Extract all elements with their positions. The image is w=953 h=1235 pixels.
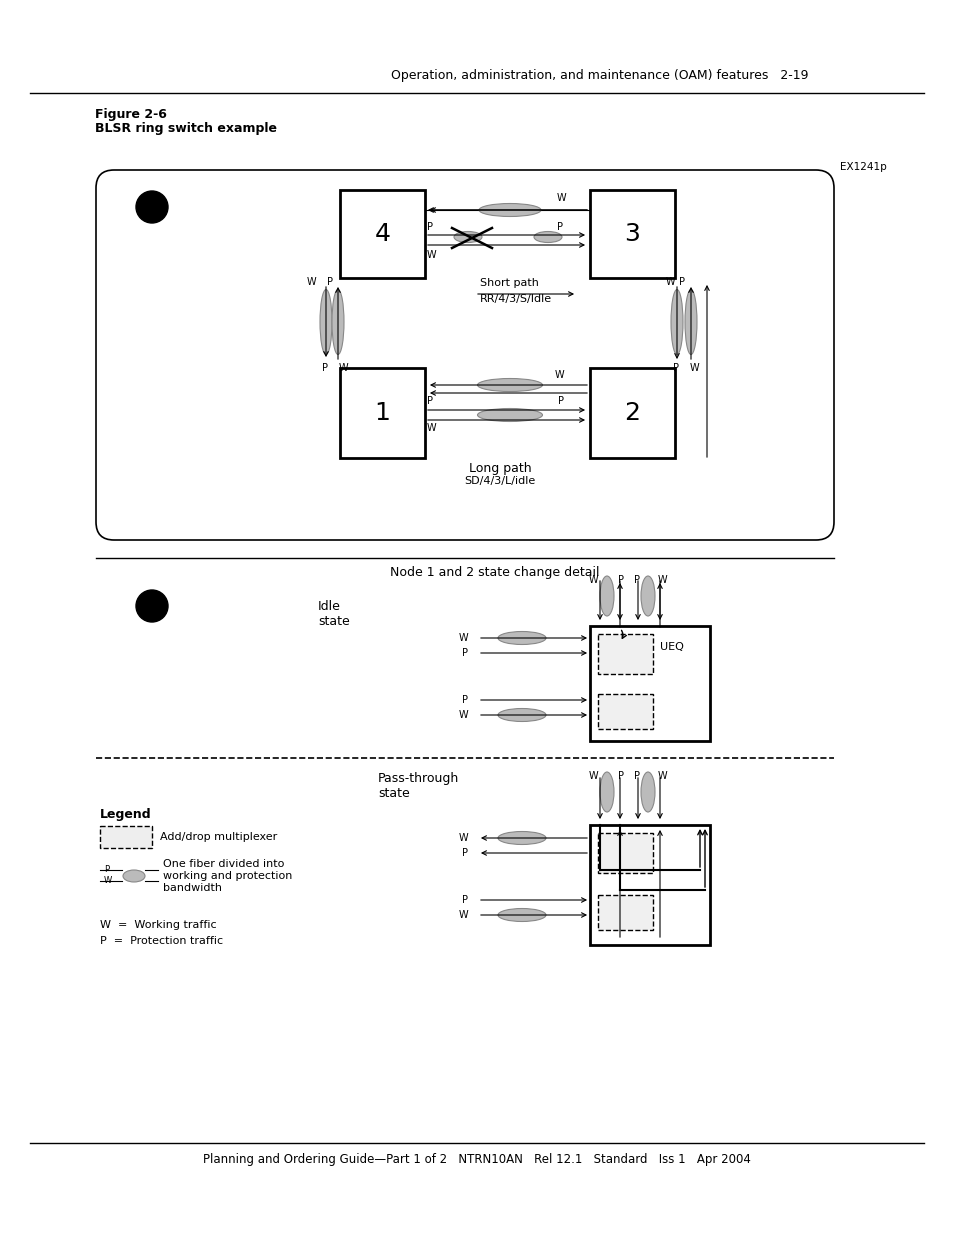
Text: W: W (689, 363, 699, 373)
Text: W: W (664, 277, 675, 287)
Text: W: W (338, 363, 348, 373)
Ellipse shape (534, 231, 561, 242)
Text: P: P (104, 866, 109, 874)
Text: W: W (555, 370, 564, 380)
Bar (589, 368, 675, 458)
Ellipse shape (599, 772, 614, 811)
Text: P: P (618, 576, 623, 585)
Text: Figure 2-6: Figure 2-6 (95, 107, 167, 121)
Text: 1: 1 (375, 401, 390, 425)
Text: W: W (457, 634, 468, 643)
Bar (589, 825, 709, 945)
Text: P: P (322, 363, 328, 373)
Text: Pass-through
state: Pass-through state (377, 772, 458, 800)
Text: W: W (658, 576, 667, 585)
Ellipse shape (454, 231, 481, 242)
Text: P: P (461, 895, 468, 905)
Text: 5: 5 (146, 597, 157, 615)
Text: W: W (104, 877, 112, 885)
Text: P: P (558, 396, 563, 406)
Text: W: W (457, 832, 468, 844)
Text: W: W (306, 277, 315, 287)
Bar (598, 895, 652, 930)
Bar (100, 826, 152, 848)
Bar (589, 626, 709, 741)
Ellipse shape (497, 909, 545, 921)
Text: 4: 4 (375, 222, 390, 246)
Text: W: W (427, 424, 436, 433)
Text: W: W (658, 771, 667, 781)
Text: W: W (457, 710, 468, 720)
Bar (598, 832, 652, 873)
Text: W: W (588, 771, 598, 781)
Circle shape (136, 590, 168, 622)
Text: P  =  Protection traffic: P = Protection traffic (100, 936, 223, 946)
Text: Idle
state: Idle state (317, 600, 350, 629)
Text: P: P (461, 848, 468, 858)
Text: P: P (557, 222, 562, 232)
Bar (589, 190, 675, 278)
Ellipse shape (497, 709, 545, 721)
Circle shape (136, 191, 168, 224)
Text: 2: 2 (624, 401, 639, 425)
Ellipse shape (599, 576, 614, 616)
Ellipse shape (670, 289, 682, 354)
Bar (339, 190, 424, 278)
Text: Long path: Long path (468, 462, 531, 475)
Ellipse shape (497, 631, 545, 645)
Text: P: P (634, 576, 639, 585)
Text: UEQ: UEQ (659, 642, 683, 652)
Text: BLSR ring switch example: BLSR ring switch example (95, 122, 276, 135)
Text: RR/4/3/S/Idle: RR/4/3/S/Idle (479, 294, 552, 304)
Text: Node 1 and 2 state change detail: Node 1 and 2 state change detail (390, 566, 598, 579)
Text: Planning and Ordering Guide—Part 1 of 2   NTRN10AN   Rel 12.1   Standard   Iss 1: Planning and Ordering Guide—Part 1 of 2 … (203, 1153, 750, 1166)
Text: P: P (461, 695, 468, 705)
Text: Legend: Legend (100, 808, 152, 821)
FancyBboxPatch shape (96, 170, 833, 540)
Text: P: P (427, 222, 433, 232)
Bar (598, 634, 652, 674)
Text: Short path: Short path (479, 278, 538, 288)
Text: P: P (618, 771, 623, 781)
Ellipse shape (640, 772, 655, 811)
Text: One fiber divided into
working and protection
bandwidth: One fiber divided into working and prote… (163, 860, 292, 893)
Text: W: W (557, 193, 566, 203)
Text: P: P (461, 648, 468, 658)
Ellipse shape (123, 869, 145, 882)
Text: W: W (588, 576, 598, 585)
Ellipse shape (497, 831, 545, 845)
Text: Add/drop multiplexer: Add/drop multiplexer (160, 832, 277, 842)
Text: 3: 3 (624, 222, 639, 246)
Bar (598, 694, 652, 729)
Ellipse shape (332, 289, 344, 354)
Bar (339, 368, 424, 458)
Ellipse shape (478, 204, 540, 216)
Text: P: P (634, 771, 639, 781)
Text: SD/4/3/L/idle: SD/4/3/L/idle (464, 475, 535, 487)
Ellipse shape (640, 576, 655, 616)
Text: 4: 4 (146, 198, 157, 216)
Ellipse shape (477, 378, 542, 391)
Text: Operation, administration, and maintenance (OAM) features   2-19: Operation, administration, and maintenan… (391, 68, 808, 82)
Ellipse shape (684, 289, 697, 354)
Text: P: P (679, 277, 684, 287)
Ellipse shape (319, 289, 332, 354)
Text: W  =  Working traffic: W = Working traffic (100, 920, 216, 930)
Text: EX1241p: EX1241p (840, 162, 886, 172)
Text: W: W (427, 249, 436, 261)
Text: P: P (327, 277, 333, 287)
Ellipse shape (477, 409, 542, 421)
Text: P: P (672, 363, 679, 373)
Text: P: P (427, 396, 433, 406)
Text: W: W (457, 910, 468, 920)
